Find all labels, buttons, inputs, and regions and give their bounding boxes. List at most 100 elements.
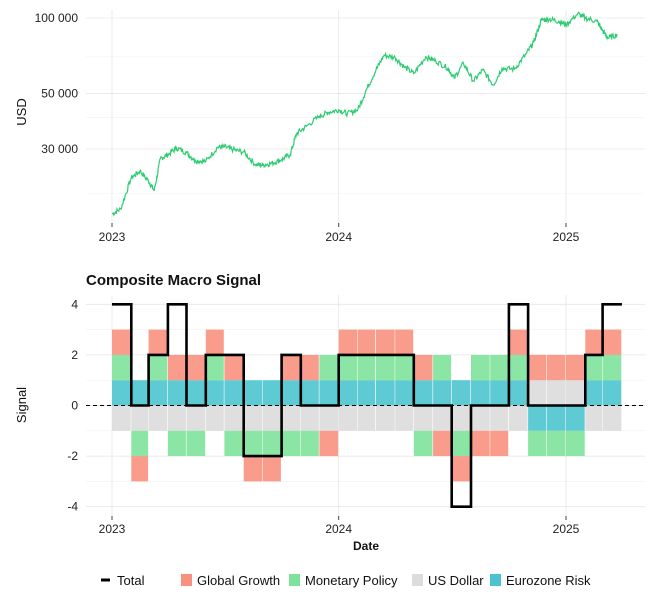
price-y-axis-label: USD (14, 98, 29, 125)
signal-bar-us-dollar (148, 405, 168, 431)
signal-bar-eurozone-risk (262, 380, 281, 406)
signal-bar-us-dollar (546, 380, 566, 406)
signal-bar-global-growth (413, 354, 433, 381)
signal-bar-eurozone-risk (281, 380, 301, 406)
signal-y-tick-label: -4 (67, 500, 78, 514)
signal-bar-eurozone-risk (585, 380, 603, 406)
signal-bar-us-dollar (585, 405, 603, 431)
signal-chart: Composite Macro Signal -4-2024 2023 2024 2… (14, 272, 645, 553)
signal-bar-monetary-policy (148, 354, 168, 381)
signal-bar-us-dollar (262, 405, 281, 431)
signal-bars (112, 329, 622, 482)
signal-bar-eurozone-risk (357, 380, 376, 406)
signal-x-tick-label: 2025 (553, 522, 580, 536)
signal-bar-monetary-policy (338, 354, 358, 381)
signal-bar-eurozone-risk (112, 380, 131, 406)
signal-bar-global-growth (186, 354, 206, 381)
signal-bar-us-dollar (451, 405, 471, 431)
signal-bar-us-dollar (319, 405, 339, 431)
signal-bar-eurozone-risk (131, 380, 149, 406)
signal-bar-eurozone-risk (602, 380, 622, 406)
signal-bar-monetary-policy (490, 354, 509, 381)
signal-bar-us-dollar (112, 405, 131, 431)
signal-bar-us-dollar (338, 405, 358, 431)
signal-bar-monetary-policy (281, 430, 301, 457)
legend-label-monetary-policy: Monetary Policy (305, 573, 398, 588)
signal-bar-eurozone-risk (413, 380, 433, 406)
signal-bar-monetary-policy (376, 354, 395, 381)
signal-bar-monetary-policy (186, 430, 206, 457)
signal-bar-global-growth (471, 430, 490, 457)
price-y-tick-label: 100 000 (35, 11, 79, 25)
price-y-tick-label: 30 000 (41, 142, 78, 156)
signal-bar-monetary-policy (546, 430, 566, 457)
signal-bar-us-dollar (167, 405, 186, 431)
price-x-tick-label: 2025 (553, 230, 580, 244)
signal-bar-global-growth (566, 354, 585, 381)
signal-bar-global-growth (205, 329, 224, 355)
signal-bar-global-growth (451, 456, 471, 482)
legend-label-us-dollar: US Dollar (428, 573, 484, 588)
price-y-ticks: 30 000 50 000 100 000 (35, 11, 79, 156)
signal-bar-global-growth (376, 329, 395, 355)
price-grid (86, 10, 645, 223)
signal-bar-global-growth (508, 329, 528, 355)
signal-bar-eurozone-risk (490, 380, 509, 406)
signal-total-line (112, 303, 622, 508)
signal-bar-us-dollar (490, 405, 509, 431)
price-x-tick-label: 2024 (325, 230, 352, 244)
signal-bar-global-growth (167, 354, 186, 381)
signal-bar-eurozone-risk (528, 405, 547, 431)
price-y-tick-label: 50 000 (41, 86, 78, 100)
signal-bar-monetary-policy (566, 430, 585, 457)
signal-bar-monetary-policy (300, 430, 319, 457)
signal-x-axis-label: Date (353, 539, 379, 553)
signal-bar-global-growth (319, 430, 339, 457)
price-x-tick-label: 2023 (99, 230, 126, 244)
price-line (111, 11, 618, 217)
signal-bar-global-growth (131, 456, 149, 482)
signal-y-tick-label: 0 (71, 399, 78, 413)
signal-bar-eurozone-risk (451, 380, 471, 406)
legend: Total Global Growth Monetary Policy US Doll… (101, 573, 591, 588)
signal-bar-eurozone-risk (243, 380, 263, 406)
signal-bar-eurozone-risk (319, 380, 339, 406)
signal-bar-global-growth (546, 354, 566, 381)
signal-bar-global-growth (281, 354, 301, 381)
signal-bar-us-dollar (131, 405, 149, 431)
signal-bar-monetary-policy (112, 354, 131, 381)
signal-bar-monetary-policy (262, 430, 281, 457)
signal-bar-monetary-policy (357, 354, 376, 381)
signal-bar-monetary-policy (528, 430, 547, 457)
signal-bar-us-dollar (395, 405, 414, 431)
signal-bar-eurozone-risk (546, 405, 566, 431)
signal-bar-monetary-policy (585, 354, 603, 381)
signal-chart-title: Composite Macro Signal (86, 272, 261, 289)
signal-y-tick-label: 2 (71, 348, 78, 362)
signal-bar-eurozone-risk (205, 380, 224, 406)
signal-bar-global-growth (243, 456, 263, 482)
signal-bar-us-dollar (205, 405, 224, 431)
price-chart: 30 000 50 000 100 000 2023 2024 2025 USD (14, 10, 645, 244)
signal-bar-monetary-policy (131, 430, 149, 457)
signal-bar-global-growth (585, 329, 603, 355)
signal-bar-us-dollar (376, 405, 395, 431)
signal-bar-eurozone-risk (471, 380, 490, 406)
signal-bar-global-growth (224, 354, 244, 381)
signal-bar-monetary-policy (433, 354, 452, 381)
signal-bar-eurozone-risk (338, 380, 358, 406)
signal-y-axis-label: Signal (14, 387, 29, 423)
signal-bar-monetary-policy (602, 354, 622, 381)
signal-y-ticks: -4 -2 0 2 4 (67, 297, 78, 513)
signal-bar-global-growth (148, 329, 168, 355)
signal-bar-eurozone-risk (376, 380, 395, 406)
legend-key-global-growth (181, 574, 192, 586)
signal-bar-monetary-policy (413, 430, 433, 457)
signal-bar-monetary-policy (319, 354, 339, 381)
signal-bar-us-dollar (413, 405, 433, 431)
signal-bar-us-dollar (566, 380, 585, 406)
signal-bar-global-growth (395, 329, 414, 355)
signal-bar-global-growth (112, 329, 131, 355)
signal-bar-monetary-policy (508, 354, 528, 381)
